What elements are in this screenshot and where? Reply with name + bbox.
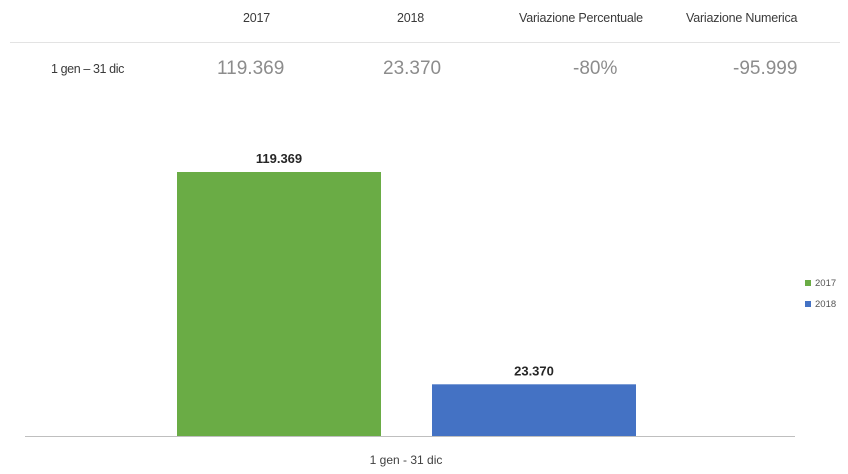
data-label-2018: 23.370 bbox=[514, 363, 554, 378]
legend-swatch-2017 bbox=[805, 280, 811, 286]
bar-2017 bbox=[177, 172, 381, 436]
legend-swatch-2018 bbox=[805, 301, 811, 307]
header-2017: 2017 bbox=[243, 11, 271, 25]
legend-label-2017: 2017 bbox=[815, 277, 837, 289]
summary-table: 2017 2018 Variazione Percentuale Variazi… bbox=[0, 0, 848, 90]
legend-item-2018: 2018 bbox=[805, 297, 836, 311]
cell-2018-value: 23.370 bbox=[383, 58, 442, 79]
bar-2018 bbox=[432, 384, 636, 436]
chart-legend: 2017 2018 bbox=[805, 276, 836, 318]
table-divider bbox=[10, 42, 840, 43]
data-label-2017: 119.369 bbox=[256, 151, 302, 166]
x-category-label: 1 gen - 31 dic bbox=[370, 453, 443, 467]
legend-item-2017: 2017 bbox=[805, 276, 836, 290]
cell-2017-value: 119.369 bbox=[217, 58, 285, 79]
cell-variazione-numerica: -95.999 bbox=[733, 58, 798, 79]
header-variazione-percentuale: Variazione Percentuale bbox=[519, 11, 643, 25]
header-2018: 2018 bbox=[397, 11, 425, 25]
cell-variazione-percentuale: -80% bbox=[573, 58, 618, 79]
legend-label-2018: 2018 bbox=[815, 298, 837, 310]
row-label-period: 1 gen – 31 dic bbox=[51, 62, 124, 76]
bars-layer: 119.369 23.370 bbox=[177, 151, 636, 436]
header-variazione-numerica: Variazione Numerica bbox=[686, 11, 798, 25]
